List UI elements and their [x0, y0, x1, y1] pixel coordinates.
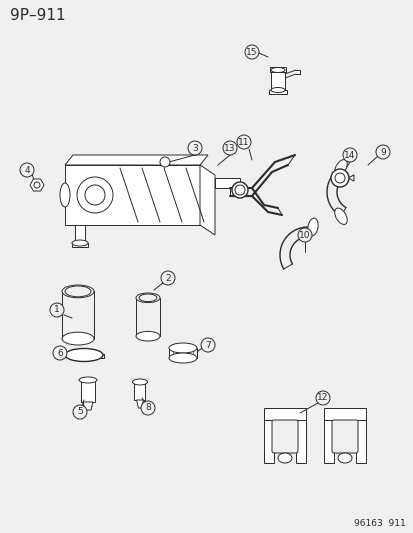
Circle shape: [231, 182, 247, 198]
Ellipse shape: [334, 159, 347, 176]
Polygon shape: [323, 420, 333, 463]
Text: 1: 1: [54, 305, 60, 314]
Polygon shape: [72, 243, 88, 247]
Ellipse shape: [136, 293, 159, 303]
Circle shape: [315, 391, 329, 405]
Polygon shape: [263, 420, 273, 463]
Text: 12: 12: [316, 393, 328, 402]
Circle shape: [188, 141, 202, 155]
Circle shape: [53, 346, 67, 360]
Circle shape: [50, 303, 64, 317]
Ellipse shape: [132, 379, 147, 385]
Ellipse shape: [72, 240, 88, 246]
Polygon shape: [269, 67, 285, 72]
Ellipse shape: [60, 183, 70, 207]
Circle shape: [342, 148, 356, 162]
Ellipse shape: [277, 453, 291, 463]
Circle shape: [330, 169, 348, 187]
Text: 9P–911: 9P–911: [10, 8, 66, 23]
Polygon shape: [323, 408, 365, 420]
Polygon shape: [75, 225, 85, 247]
Polygon shape: [268, 90, 286, 94]
Circle shape: [334, 173, 344, 183]
Text: 6: 6: [57, 349, 63, 358]
Circle shape: [161, 271, 175, 285]
Text: 3: 3: [192, 143, 197, 152]
Text: 4: 4: [24, 166, 30, 174]
Circle shape: [20, 163, 34, 177]
Ellipse shape: [271, 87, 284, 93]
Text: 2: 2: [165, 273, 171, 282]
Polygon shape: [136, 400, 143, 408]
Circle shape: [244, 45, 259, 59]
Text: 8: 8: [145, 403, 150, 413]
Circle shape: [297, 228, 311, 242]
Polygon shape: [355, 420, 365, 463]
Polygon shape: [134, 382, 145, 400]
Ellipse shape: [307, 218, 318, 236]
Polygon shape: [169, 348, 197, 358]
Text: 5: 5: [77, 408, 83, 416]
FancyBboxPatch shape: [331, 420, 357, 453]
Text: 10: 10: [299, 230, 310, 239]
Circle shape: [235, 185, 244, 195]
Text: 96163  911: 96163 911: [354, 519, 405, 528]
Text: 7: 7: [204, 341, 210, 350]
Ellipse shape: [271, 68, 284, 72]
Circle shape: [375, 145, 389, 159]
Polygon shape: [271, 70, 284, 90]
Polygon shape: [81, 380, 95, 402]
Ellipse shape: [139, 294, 157, 302]
Polygon shape: [65, 155, 207, 165]
FancyBboxPatch shape: [271, 420, 297, 453]
Polygon shape: [263, 408, 305, 420]
Ellipse shape: [62, 332, 94, 345]
Ellipse shape: [79, 377, 97, 383]
Circle shape: [34, 182, 40, 188]
Ellipse shape: [334, 208, 347, 224]
Circle shape: [77, 177, 113, 213]
Circle shape: [85, 185, 105, 205]
Ellipse shape: [65, 286, 91, 297]
Ellipse shape: [337, 453, 351, 463]
Polygon shape: [214, 178, 240, 188]
Circle shape: [141, 401, 154, 415]
Polygon shape: [295, 420, 305, 463]
Ellipse shape: [169, 343, 197, 353]
Ellipse shape: [65, 349, 103, 361]
Polygon shape: [65, 165, 199, 225]
Text: 13: 13: [224, 143, 235, 152]
Text: 15: 15: [246, 47, 257, 56]
Circle shape: [236, 135, 250, 149]
Text: 11: 11: [237, 138, 249, 147]
Polygon shape: [30, 179, 44, 191]
Ellipse shape: [169, 353, 197, 363]
Polygon shape: [83, 402, 93, 410]
Circle shape: [159, 157, 170, 167]
Circle shape: [223, 141, 236, 155]
Text: 14: 14: [344, 150, 355, 159]
Circle shape: [73, 405, 87, 419]
Polygon shape: [199, 165, 214, 235]
Ellipse shape: [62, 285, 94, 298]
Circle shape: [201, 338, 214, 352]
Ellipse shape: [136, 332, 159, 341]
Text: 9: 9: [379, 148, 385, 157]
